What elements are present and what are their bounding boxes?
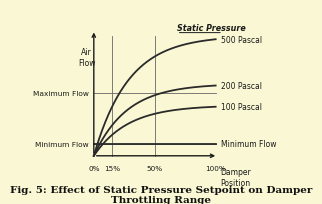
Text: Air
Flow: Air Flow [78,48,95,68]
Text: 100%: 100% [205,166,226,172]
Text: Maximum Flow: Maximum Flow [33,91,89,97]
Text: 15%: 15% [104,166,120,172]
Text: 200 Pascal: 200 Pascal [221,82,261,91]
Text: 500 Pascal: 500 Pascal [221,35,262,44]
Text: 0%: 0% [88,166,99,172]
Text: 50%: 50% [147,166,163,172]
Text: Minimum Flow: Minimum Flow [35,141,89,147]
Text: Static Pressure: Static Pressure [177,24,245,33]
Text: 100 Pascal: 100 Pascal [221,103,261,112]
Text: Damper
Position: Damper Position [221,167,251,187]
Text: Fig. 5: Effect of Static Pressure Setpoint on Damper
Throttling Range: Fig. 5: Effect of Static Pressure Setpoi… [10,185,312,204]
Text: Minimum Flow: Minimum Flow [221,140,276,149]
